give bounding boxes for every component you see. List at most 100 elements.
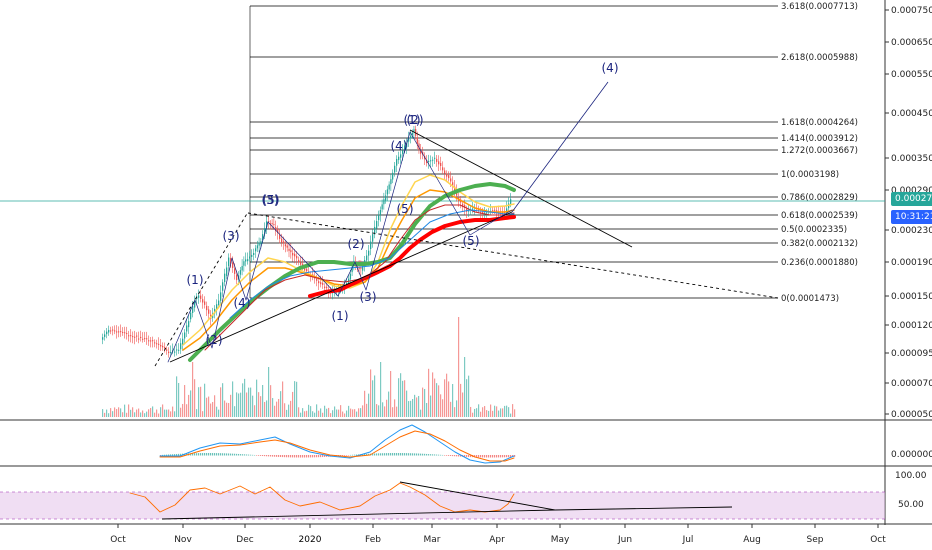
candle-body [277, 228, 279, 233]
macd-hist-bar [466, 455, 468, 457]
macd-hist-bar [352, 454, 354, 456]
macd-hist-bar [212, 453, 214, 456]
candle-body [216, 304, 218, 309]
volume-bar [498, 410, 500, 417]
volume-bar [444, 379, 446, 417]
candle-body [410, 135, 412, 139]
macd-hist-bar [186, 453, 188, 456]
candle-body [230, 258, 232, 264]
volume-bar [236, 392, 238, 417]
macd-hist-bar [252, 454, 254, 456]
candle-body [154, 342, 156, 344]
candle-body [192, 306, 194, 313]
candle-body [184, 332, 186, 339]
macd-hist-bar [400, 453, 402, 456]
macd-hist-bar [250, 454, 252, 456]
volume-bar [196, 409, 198, 417]
volume-bar [234, 406, 236, 417]
volume-bar [448, 381, 450, 417]
candle-body [222, 282, 224, 291]
volume-bar [244, 378, 246, 417]
volume-bar [510, 413, 512, 417]
macd-hist-bar [452, 455, 454, 457]
macd-hist-bar [258, 455, 260, 456]
volume-bar [318, 410, 320, 417]
volume-bar [422, 387, 424, 417]
macd-hist-bar [426, 453, 428, 456]
macd-hist-bar [454, 455, 456, 457]
volume-bar [468, 375, 470, 417]
macd-hist-bar [162, 454, 164, 456]
candle-body [174, 351, 176, 353]
macd-hist-bar [376, 453, 378, 456]
macd-hist-bar [408, 453, 410, 456]
candle-body [146, 338, 148, 340]
volume-bar [404, 380, 406, 417]
macd-hist-bar [298, 455, 300, 458]
volume-bar [186, 404, 188, 417]
candle-body [506, 208, 508, 214]
projection-line [511, 81, 609, 213]
volume-bar [200, 386, 202, 417]
macd-line [159, 424, 515, 464]
macd-hist-bar [404, 453, 406, 456]
volume-bar [304, 411, 306, 417]
volume-bar [368, 393, 370, 417]
macd-hist-bar [340, 455, 342, 457]
candle-body [122, 331, 124, 333]
volume-bar [198, 387, 200, 417]
volume-bar [310, 406, 312, 417]
ma-green-line [188, 182, 516, 362]
candle-body [178, 349, 180, 351]
macd-hist-bar [384, 453, 386, 456]
candle-body [322, 282, 324, 285]
volume-bar [412, 399, 414, 417]
volume-bar [270, 385, 272, 417]
volume-bar [226, 402, 228, 417]
volume-bar [160, 407, 162, 417]
volume-bar [484, 406, 486, 417]
macd-hist-bar [254, 454, 256, 456]
volume-bar [492, 410, 494, 417]
volume-bar [376, 404, 378, 417]
volume-bar [464, 357, 466, 417]
macd-hist-bar [416, 453, 418, 456]
macd-hist-bar [242, 454, 244, 456]
volume-bar [278, 398, 280, 417]
volume-bar [428, 368, 430, 417]
fib-level-label: 0(0.0001473) [781, 294, 839, 304]
volume-bar [378, 405, 380, 417]
fib-level-label: 0.5(0.0002335) [781, 225, 847, 235]
volume-bar [342, 411, 344, 417]
time-axis-label: Oct [870, 535, 886, 545]
time-axis-label: Dec [236, 535, 253, 545]
macd-hist-bar [366, 453, 368, 456]
candle-body [218, 300, 220, 306]
candle-body [198, 295, 200, 298]
candle-body [376, 221, 378, 229]
candle-body [249, 256, 251, 259]
macd-hist-bar [160, 455, 162, 456]
macd-hist-bar [228, 453, 230, 456]
macd-hist-bar [488, 455, 490, 458]
macd-hist-bar [386, 453, 388, 456]
candle-body [502, 212, 504, 214]
wave-label: (3) [223, 229, 240, 243]
macd-hist-bar [362, 454, 364, 456]
candle-body [260, 241, 262, 245]
candle-body [245, 259, 247, 262]
wave-label: (2) [348, 237, 365, 251]
volume-bar [290, 400, 292, 417]
volume-bar [206, 397, 208, 417]
macd-hist-bar [324, 455, 326, 457]
volume-bar [180, 407, 182, 417]
macd-hist-bar [440, 454, 442, 456]
candle-body [366, 255, 368, 261]
volume-bar [474, 408, 476, 417]
macd-hist-bar [230, 453, 232, 456]
ma-orange-line [182, 189, 515, 351]
candle-body [120, 331, 122, 333]
volume-bar [436, 383, 438, 417]
